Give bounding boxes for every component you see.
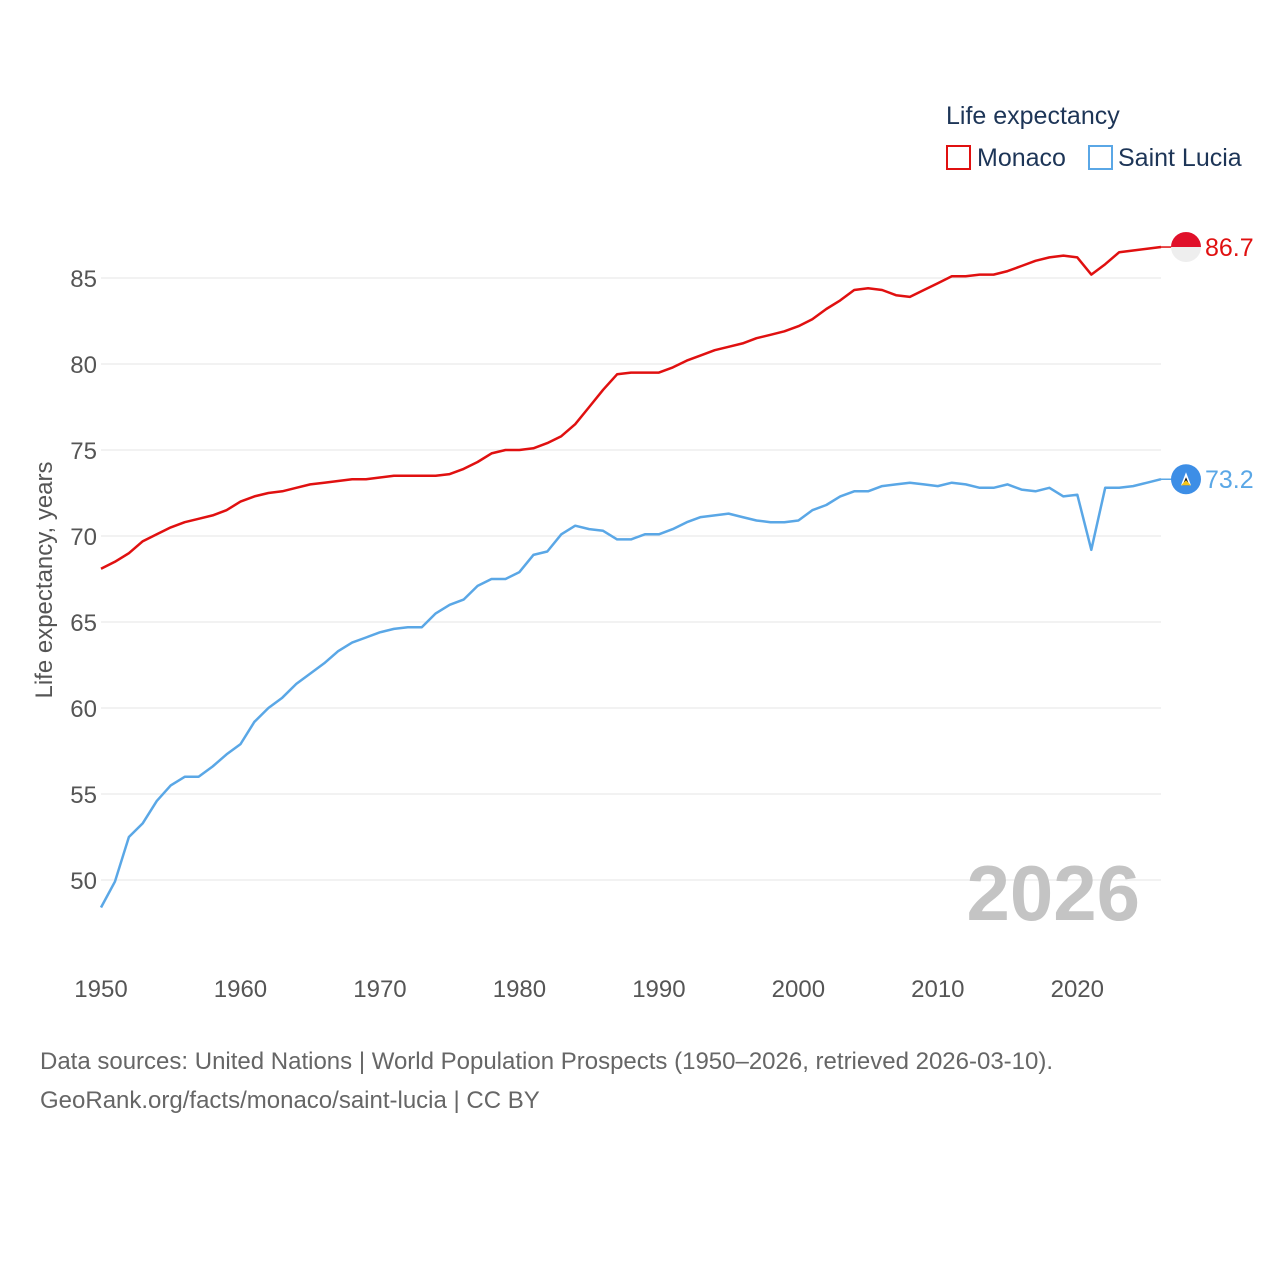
y-axis-label: Life expectancy, years: [31, 461, 58, 698]
legend-swatch-monaco[interactable]: [946, 145, 971, 170]
x-tick-label: 1970: [353, 976, 406, 1003]
x-tick-label: 2020: [1051, 976, 1104, 1003]
end-value-label-monaco: 86.7: [1205, 234, 1254, 262]
legend: Life expectancy Monaco Saint Lucia: [946, 102, 1242, 172]
x-tick-label: 1950: [74, 976, 127, 1003]
x-tick-label: 1980: [493, 976, 546, 1003]
year-watermark: 2026: [966, 849, 1140, 937]
gridlines: [101, 277, 1161, 881]
y-tick-label: 85: [70, 266, 97, 293]
y-tick-label: 75: [70, 438, 97, 465]
flag-saint-lucia-icon: [1171, 464, 1201, 495]
footer: Data sources: United Nations | World Pop…: [40, 1042, 1053, 1120]
attribution-link[interactable]: GeoRank.org/facts/monaco/saint-lucia | C…: [40, 1087, 540, 1114]
series-line-saint-lucia: [99, 477, 1162, 909]
series-end-markers: 86.7 73.2: [1161, 232, 1254, 495]
series-lines: [99, 245, 1162, 909]
life-expectancy-chart: 50 55 60 65 70 75 80 85 1950 1960 1970 1980 1990 200…: [31, 102, 1254, 1003]
legend-label-monaco[interactable]: Monaco: [977, 144, 1066, 172]
y-tick-label: 60: [70, 696, 97, 723]
legend-label-saint-lucia[interactable]: Saint Lucia: [1118, 144, 1242, 172]
flag-monaco-icon: [1171, 232, 1201, 263]
y-tick-label: 50: [70, 868, 97, 895]
x-tick-label: 2000: [772, 976, 825, 1003]
y-tick-label: 80: [70, 352, 97, 379]
legend-title: Life expectancy: [946, 102, 1120, 130]
end-value-label-saint-lucia: 73.2: [1205, 466, 1254, 494]
x-tick-label: 1990: [632, 976, 685, 1003]
series-line-monaco: [100, 245, 1162, 570]
y-tick-label: 65: [70, 610, 97, 637]
data-source-note: Data sources: United Nations | World Pop…: [40, 1048, 1054, 1075]
x-axis-ticks: 1950 1960 1970 1980 1990 2000 2010 2020: [74, 976, 1104, 1003]
y-tick-label: 55: [70, 782, 97, 809]
x-tick-label: 2010: [911, 976, 964, 1003]
y-axis-ticks: 50 55 60 65 70 75 80 85: [70, 266, 97, 895]
legend-swatch-saint-lucia[interactable]: [1088, 145, 1113, 170]
x-tick-label: 1960: [214, 976, 267, 1003]
y-tick-label: 70: [70, 524, 97, 551]
